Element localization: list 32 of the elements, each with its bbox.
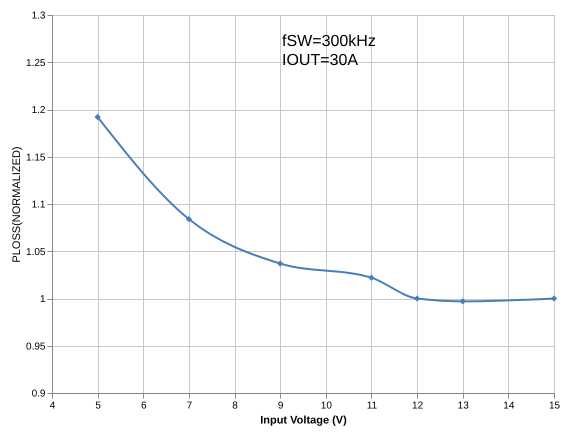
x-tick-label: 15 xyxy=(548,400,560,412)
y-tick-label: 1.2 xyxy=(32,105,46,116)
point xyxy=(460,298,466,304)
point xyxy=(277,260,284,267)
y-tick-label: 0.9 xyxy=(32,388,46,400)
x-tick-label: 7 xyxy=(186,400,193,412)
point xyxy=(414,295,420,302)
x-tick-label: 10 xyxy=(320,400,332,412)
point xyxy=(94,114,101,120)
y-tick-label: 0.95 xyxy=(26,341,46,352)
point xyxy=(186,216,192,222)
x-tick-label: 11 xyxy=(366,400,378,412)
y-tick-label: 1 xyxy=(40,294,46,305)
x-axis-title: Input Voltage (V) xyxy=(260,414,348,426)
x-tick-label: 14 xyxy=(503,400,515,412)
x-tick-label: 12 xyxy=(412,400,424,412)
x-tick-label: 13 xyxy=(458,400,470,412)
y-tick-label: 1.05 xyxy=(26,246,46,258)
x-tick-label: 8 xyxy=(232,400,238,412)
y-tick-label: 1.3 xyxy=(32,10,46,22)
y-tick-label: 1.25 xyxy=(26,58,46,69)
y-tick-label: 1.15 xyxy=(26,152,46,164)
point xyxy=(368,274,375,281)
x-tick-label: 9 xyxy=(278,400,284,412)
y-tick-label: 1.1 xyxy=(32,200,46,210)
x-tick-label: 5 xyxy=(95,400,102,412)
point xyxy=(550,295,558,302)
y-axis-title: PLOSS(NORMALIZED) xyxy=(11,146,24,263)
annotation: fSW=300kHz xyxy=(282,33,376,50)
x-tick-label: 4 xyxy=(50,400,56,412)
annotation: IOUT=30A xyxy=(282,52,358,69)
x-tick-label: 6 xyxy=(140,400,147,412)
